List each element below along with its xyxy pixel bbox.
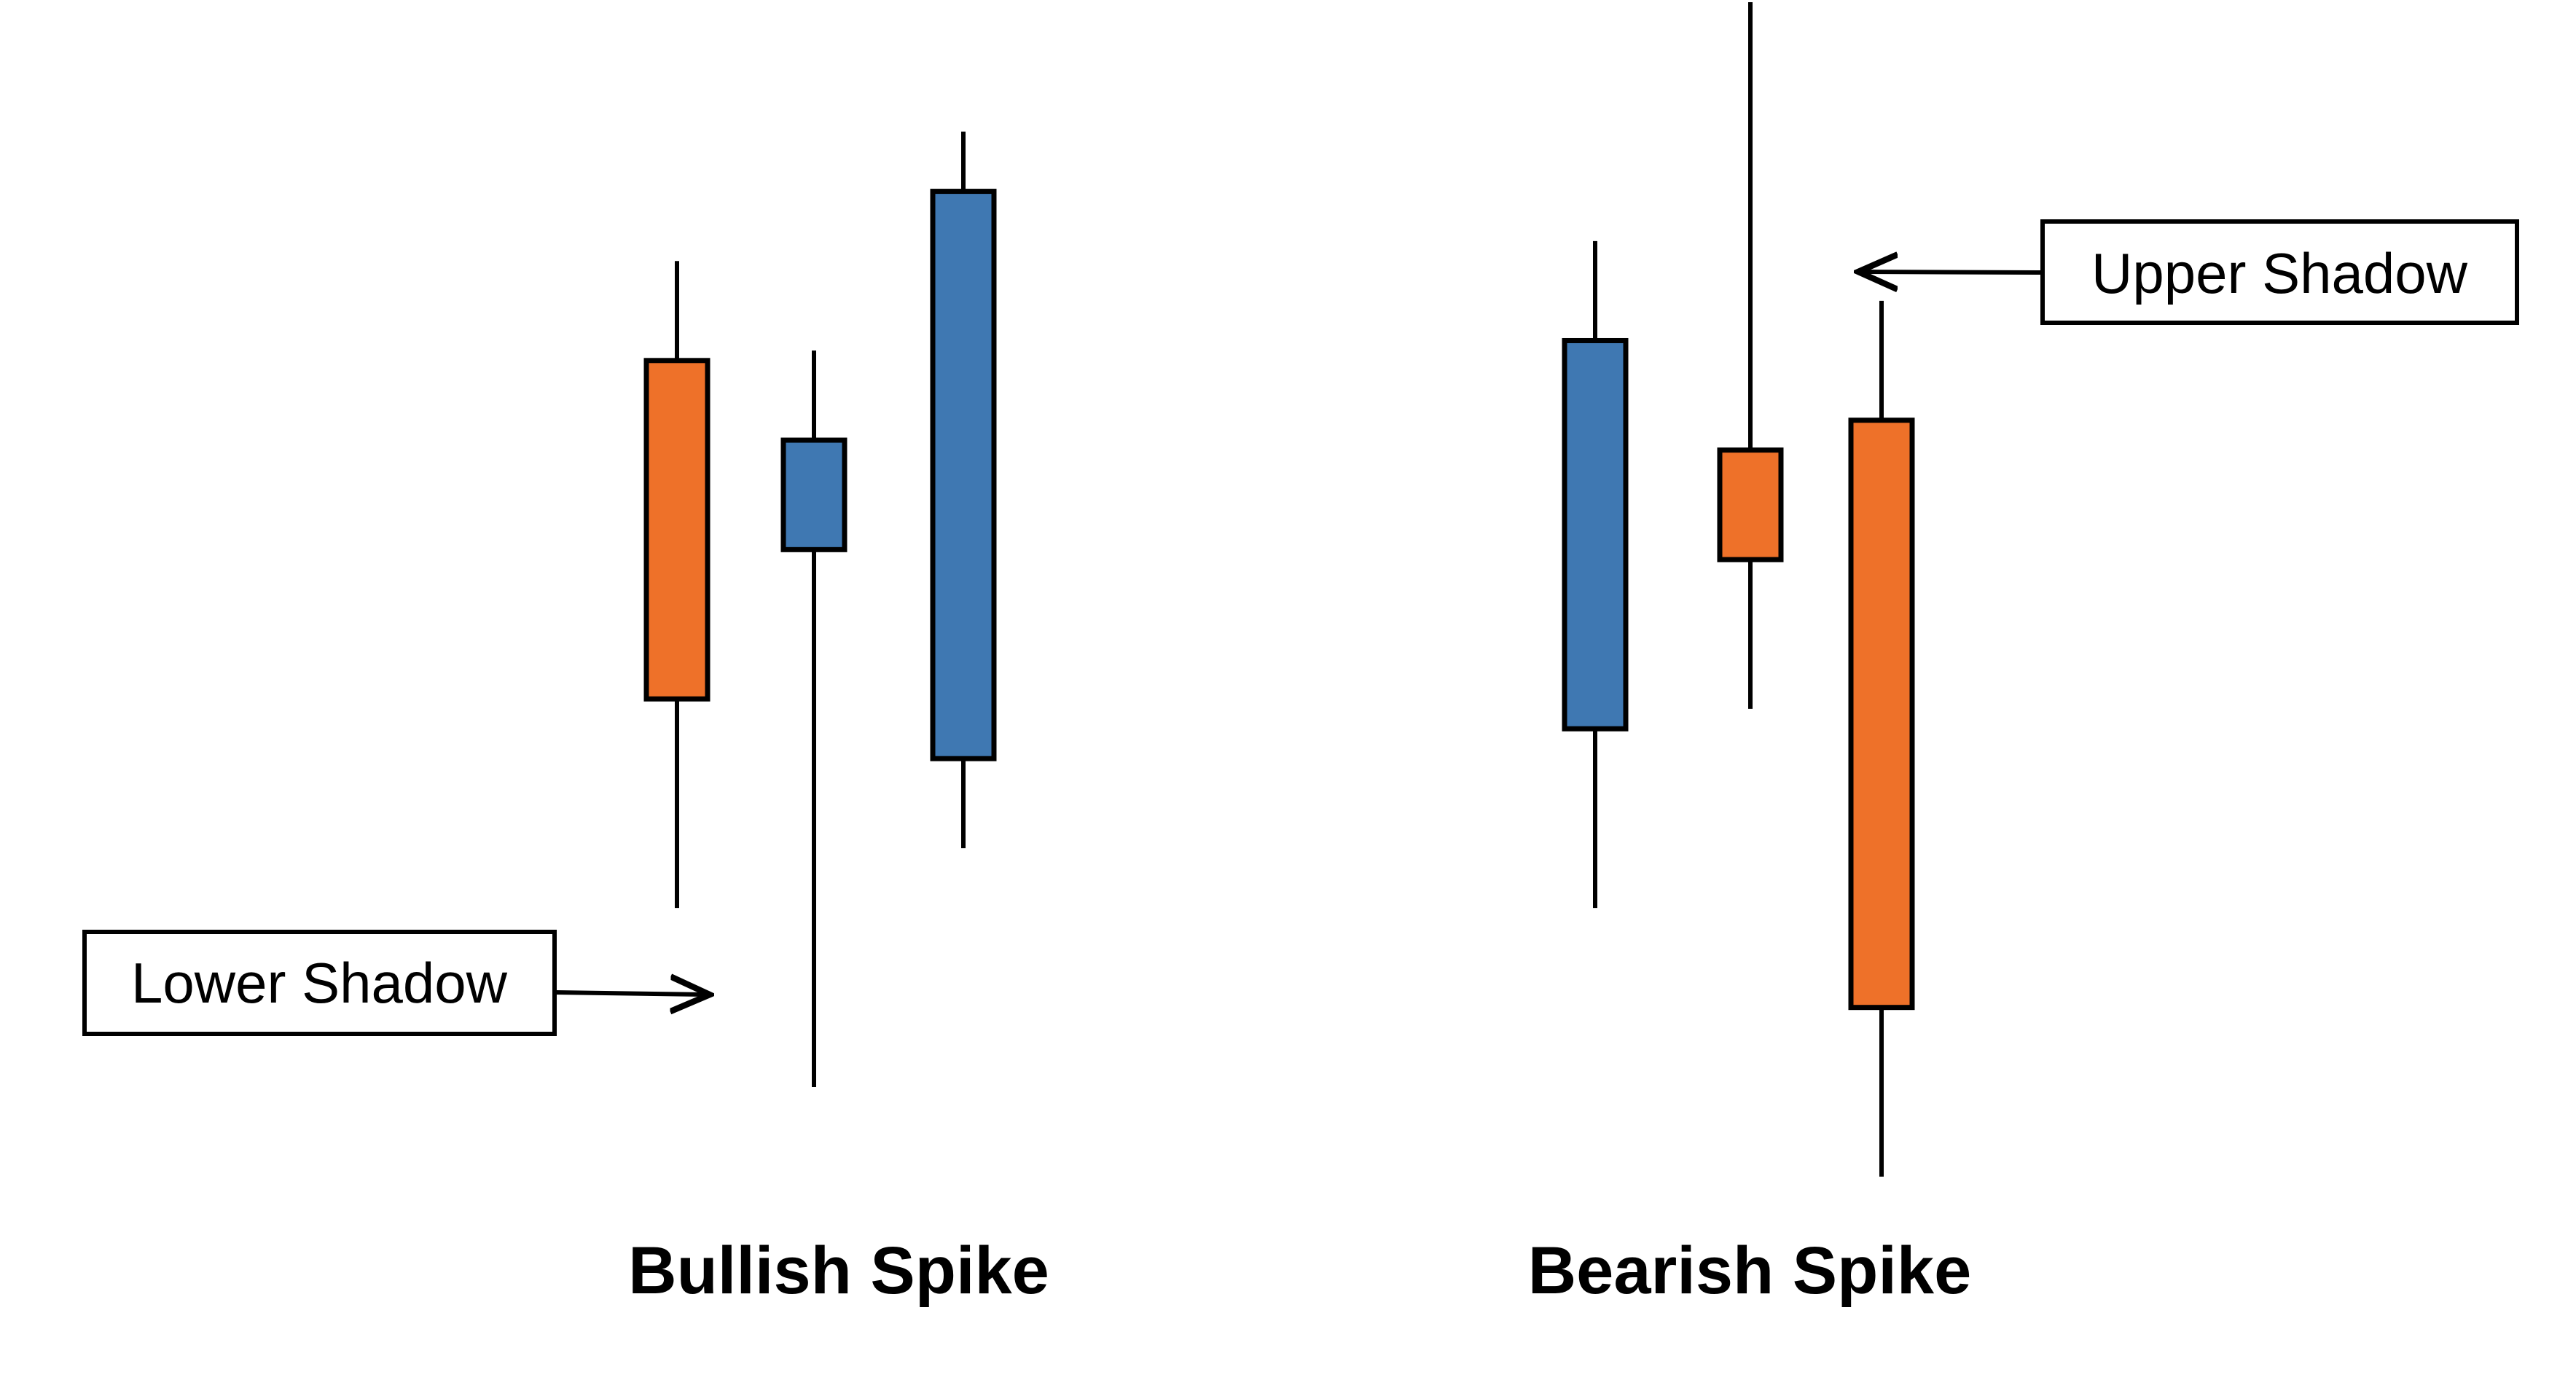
upper-shadow-label: Upper Shadow bbox=[2091, 241, 2468, 305]
lower-shadow-label: Lower Shadow bbox=[131, 951, 508, 1015]
bullish-spike-candle-2-body bbox=[780, 437, 847, 552]
bullish-spike-candle-3-body bbox=[930, 189, 997, 761]
bullish-spike-candles bbox=[643, 131, 997, 1087]
lower-shadow-arrow bbox=[554, 992, 705, 995]
upper-shadow-callout: Upper Shadow bbox=[1863, 219, 2519, 325]
lower-shadow-callout: Lower Shadow bbox=[82, 930, 705, 1036]
bearish-spike-caption: Bearish Spike bbox=[1528, 1234, 1972, 1308]
bearish-spike-candle-3-body bbox=[1848, 417, 1915, 1011]
lower-shadow-box bbox=[82, 930, 557, 1036]
bearish-spike-candle-2-body bbox=[1717, 447, 1784, 562]
bullish-spike-caption: Bullish Spike bbox=[628, 1234, 1049, 1308]
upper-shadow-arrow bbox=[1863, 272, 2043, 273]
bullish-spike-candle-1-body bbox=[643, 358, 710, 702]
bearish-spike-candles bbox=[1562, 2, 1915, 1177]
bearish-spike-candle-1-body bbox=[1562, 337, 1629, 732]
